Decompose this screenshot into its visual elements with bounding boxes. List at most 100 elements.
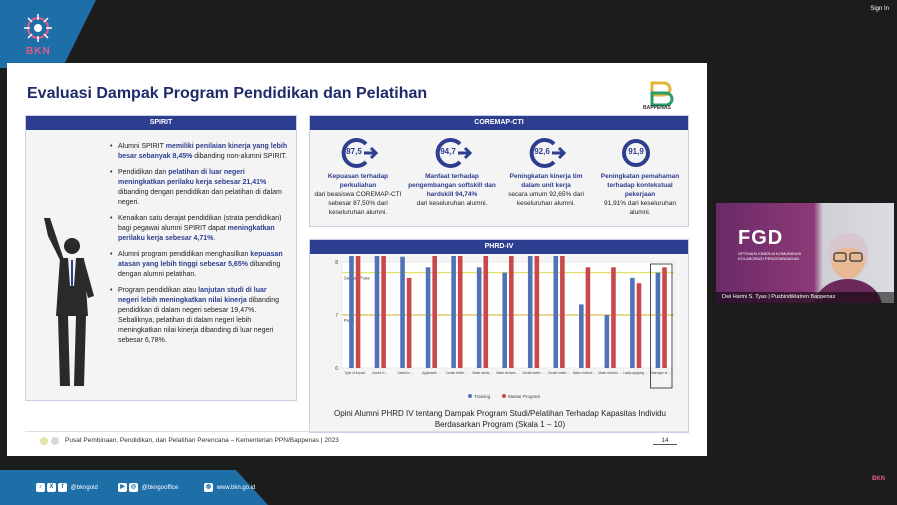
chart-bar [374, 256, 380, 368]
spirit-finding-item: Kenaikan satu derajat pendidikan (strata… [110, 214, 288, 244]
spirit-finding-item: Alumni SPIRIT memiliki penilaian kinerja… [110, 142, 288, 162]
instagram-icon[interactable]: ◎ [129, 483, 138, 492]
x-tick-label: Useful in … [398, 371, 414, 375]
coremap-cti-panel: COREMAP-CTI 87,5 Kepuasan terhadap perku… [309, 115, 689, 227]
spirit-header: SPIRIT [26, 116, 296, 130]
legend-label: Training [474, 394, 491, 399]
finding-highlight: memiliki penilaian kinerja yang lebih be… [118, 143, 288, 160]
chart-bar [579, 304, 584, 368]
x-tick-label: Manager of … [651, 371, 671, 375]
globe-icon[interactable]: ◍ [204, 483, 213, 492]
finding-text: Alumni program pendidikan menghasilkan [118, 251, 251, 258]
website-link[interactable]: www.bkn.go.id [216, 485, 256, 492]
spirit-finding-item: Alumni program pendidikan menghasilkan k… [110, 250, 288, 280]
gauge-ring: 87,5 [338, 138, 379, 168]
coremap-metric-card: 94,7 Manfaat terhadap pengembangan softs… [408, 138, 496, 208]
signin-link[interactable]: Sign In [870, 6, 889, 12]
spirit-finding-item: Program pendidikan atau lanjutan studi d… [110, 286, 288, 346]
x-tick-label: Make decisi… [472, 371, 492, 375]
chart-bar [502, 272, 507, 368]
chart-bar [611, 267, 616, 368]
brand-logo-text: BKN [26, 46, 51, 57]
spirit-findings-list: Alumni SPIRIT memiliki penilaian kinerja… [110, 142, 288, 352]
x-tick-label: Create better … [446, 371, 469, 375]
gauge-arrow-icon [529, 138, 567, 168]
highlight-box [650, 263, 673, 389]
coremap-header: COREMAP-CTI [310, 116, 688, 130]
y-tick-label: 7 [335, 313, 338, 319]
y-tick-label: 8 [335, 260, 338, 266]
chart-bar [355, 256, 361, 368]
metric-title: Peningkatan pemahaman terhadap kontekstu… [600, 173, 680, 198]
coremap-metric-card: 91,9 Peningkatan pemahaman terhadap kont… [596, 138, 684, 217]
finding-text: dibanding dengan pendidikan dan pelatiha… [118, 189, 282, 206]
gauge-arrow-icon [435, 138, 473, 168]
x-tick-label: Create better … [548, 371, 571, 375]
finding-text: . [213, 235, 216, 242]
finding-text: Program pendidikan atau [118, 287, 199, 294]
x-tick-label: Create better … [522, 371, 545, 375]
y-tick-label: 6 [335, 366, 338, 372]
businessman-illustration-icon [44, 218, 94, 386]
facebook-icon[interactable]: f [58, 483, 67, 492]
social-youtube: ▶ ◎ @bkngooffice [118, 483, 178, 492]
chart-bar [381, 256, 386, 368]
x-tick-label: Make choices … [496, 371, 520, 375]
metric-desc: 91,91% dari keseluruhan alumni. [604, 200, 676, 216]
x-twitter-icon[interactable]: X [47, 483, 56, 492]
spirit-panel: SPIRIT Alumni SPIRIT memiliki penilaian … [25, 115, 297, 401]
chart-bar [553, 256, 559, 368]
metric-title: Manfaat terhadap pengembangan softskill … [408, 173, 496, 198]
chart-caption: Opini Alumni PHRD IV tentang Dampak Prog… [310, 408, 690, 430]
legend-label: Master Program [508, 394, 541, 399]
chart-bar [349, 256, 354, 368]
finding-text: dibanding pendidikan di dalam negeri seb… [118, 297, 280, 344]
x-tick-label: Type of impact [344, 371, 365, 375]
footer-text: Pusat Pembinaan, Pendidikan, dan Pelatih… [65, 437, 339, 444]
phrd-header: PHRD-IV [310, 240, 688, 254]
metric-desc: dari keseluruhan alumni. [416, 200, 488, 207]
bappenas-logo-icon [650, 81, 674, 107]
youtube-icon[interactable]: ▶ [118, 483, 127, 492]
fgd-banner-subtitle: OPTIMASI KINERJA KOMUNIKASI KOLABORASI P… [738, 251, 802, 261]
legend-swatch [468, 394, 472, 398]
finding-text: dibanding dengan alumni pelatihan. [118, 261, 281, 278]
bkn-watermark-text: BKN [872, 476, 885, 482]
metric-desc: dari beasiswa COREMAP-CTI sebesar 87,50%… [314, 191, 402, 216]
bappenas-logo-text: BAPPENAS [643, 105, 671, 111]
finding-highlight: kepuasan atasan yang lebih tinggi sebesa… [118, 251, 283, 268]
gauge-value: 94,7 [440, 147, 456, 156]
chart-bar [432, 256, 437, 368]
participant-video-tile[interactable]: FGD OPTIMASI KINERJA KOMUNIKASI KOLABORA… [716, 203, 894, 303]
chart-bar [406, 277, 412, 368]
gauge-ring: 94,7 [432, 138, 473, 168]
finding-text: dibanding non-alumni SPIRIT. [192, 153, 287, 160]
bkn-logo-icon [24, 14, 52, 42]
chart-bar [425, 267, 431, 368]
metric-title: Kepuasan terhadap perkuliahan [327, 173, 389, 189]
social-handle-1: @bkngoid [70, 485, 98, 492]
x-tick-label: Make choices … [573, 371, 597, 375]
gauge-ring-icon [622, 139, 650, 167]
social-handle-2: @bkngooffice [141, 485, 179, 492]
fgd-banner-title: FGD [738, 227, 784, 249]
metric-title: Peningkatan kinerja tim dalam unit kerja [509, 173, 583, 189]
x-tick-label: Make choices … [598, 371, 622, 375]
social-website: ◍ www.bkn.go.id [204, 483, 255, 492]
chart-bar [662, 267, 667, 368]
footer-dots-icon [40, 437, 59, 445]
chart-bar [451, 256, 456, 368]
chart-bar [527, 256, 533, 368]
meeting-top-bar [0, 0, 897, 24]
tiktok-icon[interactable]: ♪ [36, 483, 45, 492]
finding-text: Alumni SPIRIT [118, 143, 166, 150]
gauge-value: 92,6 [534, 147, 550, 156]
legend-swatch [502, 394, 506, 398]
metric-desc: secara umum 92,65% dari keseluruhan alum… [508, 191, 584, 207]
coremap-metric-card: 87,5 Kepuasan terhadap perkuliahan dari … [314, 138, 402, 217]
finding-highlight: meningkatkan perilaku kerja sebesar 4,71… [118, 225, 275, 242]
chart-bar [476, 267, 482, 368]
